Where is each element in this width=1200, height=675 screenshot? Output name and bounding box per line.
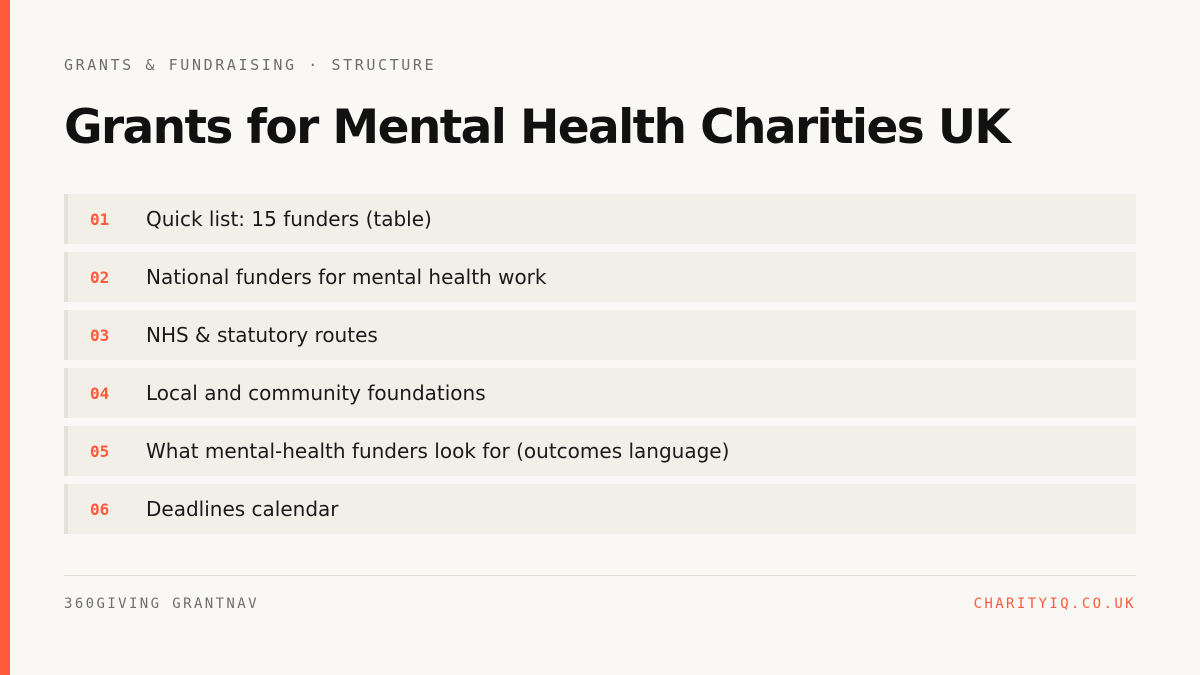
footer-site-link[interactable]: CHARITYIQ.CO.UK xyxy=(973,596,1136,612)
toc-item-04[interactable]: 04 Local and community foundations xyxy=(64,368,1136,418)
accent-bar xyxy=(0,0,10,675)
page-title: Grants for Mental Health Charities UK xyxy=(64,100,1011,155)
footer-divider xyxy=(64,575,1136,576)
toc-item-label: Quick list: 15 funders (table) xyxy=(146,207,432,231)
toc-item-number: 06 xyxy=(90,499,110,519)
toc-item-number: 03 xyxy=(90,325,110,345)
toc-item-01[interactable]: 01 Quick list: 15 funders (table) xyxy=(64,194,1136,244)
table-of-contents: 01 Quick list: 15 funders (table) 02 Nat… xyxy=(64,194,1136,542)
slide-content: GRANTS & FUNDRAISING · STRUCTURE Grants … xyxy=(64,0,1136,675)
toc-item-label: What mental-health funders look for (out… xyxy=(146,439,730,463)
toc-item-number: 02 xyxy=(90,267,110,287)
eyebrow-label: GRANTS & FUNDRAISING · STRUCTURE xyxy=(64,56,437,74)
toc-item-number: 04 xyxy=(90,383,110,403)
toc-item-number: 05 xyxy=(90,441,110,461)
toc-item-label: Deadlines calendar xyxy=(146,497,339,521)
toc-item-06[interactable]: 06 Deadlines calendar xyxy=(64,484,1136,534)
toc-item-number: 01 xyxy=(90,209,110,229)
toc-item-label: Local and community foundations xyxy=(146,381,486,405)
toc-item-05[interactable]: 05 What mental-health funders look for (… xyxy=(64,426,1136,476)
toc-item-02[interactable]: 02 National funders for mental health wo… xyxy=(64,252,1136,302)
toc-item-label: National funders for mental health work xyxy=(146,265,547,289)
toc-item-03[interactable]: 03 NHS & statutory routes xyxy=(64,310,1136,360)
toc-item-label: NHS & statutory routes xyxy=(146,323,378,347)
footer-source: 360GIVING GRANTNAV xyxy=(64,596,259,612)
